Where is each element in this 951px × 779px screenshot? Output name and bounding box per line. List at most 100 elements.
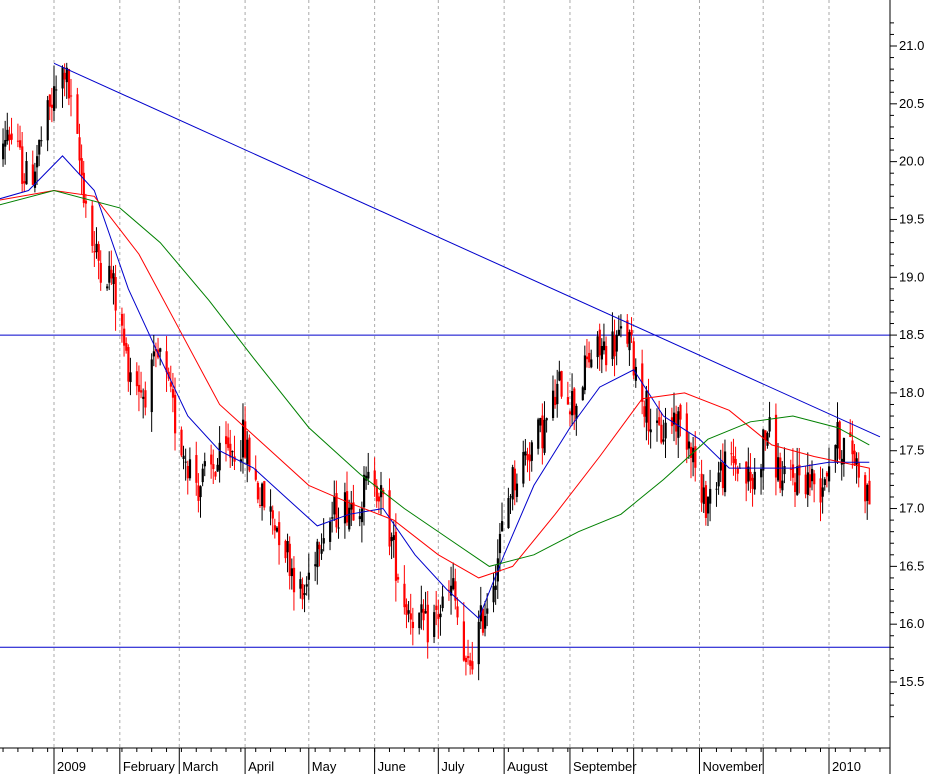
candle-body <box>224 436 228 445</box>
candle-body <box>275 527 279 532</box>
candle-110 <box>314 551 317 582</box>
candle-body <box>61 67 64 89</box>
candle-217 <box>630 317 633 343</box>
candle-body <box>201 468 204 483</box>
candle-body <box>82 172 85 204</box>
candle-body <box>568 411 572 415</box>
candle-body <box>588 352 591 363</box>
candle-body <box>813 473 816 485</box>
candle-154 <box>441 585 444 612</box>
candle-234 <box>679 403 682 437</box>
candle-body <box>556 383 559 405</box>
candle-56 <box>152 335 155 367</box>
candle-41 <box>108 251 111 291</box>
candle-body <box>426 604 429 643</box>
candle-119 <box>337 507 340 539</box>
candle-body <box>358 516 361 520</box>
candle-body <box>789 468 792 470</box>
candle-29 <box>69 78 73 117</box>
candle-body <box>598 329 601 356</box>
candle-294 <box>857 452 860 488</box>
candle-body <box>751 477 754 489</box>
candle-body <box>261 483 264 506</box>
candle-body <box>452 578 455 590</box>
candle-218 <box>632 337 635 380</box>
x-tick-label-july: July <box>441 759 465 774</box>
candle-body <box>40 140 43 142</box>
candle-201 <box>583 345 587 395</box>
y-tick-label: 20.5 <box>899 96 924 111</box>
candle-body <box>80 158 83 176</box>
candle-body <box>811 468 814 482</box>
candle-270 <box>789 459 792 481</box>
candle-178 <box>513 460 516 506</box>
candle-body <box>231 451 234 453</box>
candle-body <box>169 382 172 387</box>
candle-body <box>271 510 274 519</box>
candle-28 <box>67 68 71 106</box>
candle-body <box>127 347 130 382</box>
candle-body <box>377 496 381 502</box>
candle-32 <box>80 144 83 195</box>
candle-211 <box>613 319 616 377</box>
candle-body <box>507 498 510 529</box>
candle-179 <box>515 473 519 503</box>
candle-body <box>662 439 665 442</box>
candle-body <box>203 461 206 467</box>
candle-77 <box>214 471 217 480</box>
candle-198 <box>573 387 576 430</box>
candle-187 <box>541 403 544 465</box>
candle-body <box>33 171 37 188</box>
candle-177 <box>511 464 514 511</box>
candle-body <box>69 95 73 97</box>
candle-275 <box>804 466 807 499</box>
candle-body <box>471 661 474 670</box>
candle-body <box>501 521 504 532</box>
candle-body <box>615 335 618 352</box>
candle-body <box>783 466 786 475</box>
candle-80 <box>224 421 228 462</box>
candle-body <box>855 458 858 465</box>
candle-body <box>46 100 49 141</box>
candle-body <box>307 572 310 580</box>
candle-body <box>263 481 266 508</box>
candle-body <box>760 468 763 478</box>
candle-body <box>375 485 378 502</box>
candle-body <box>21 146 24 184</box>
candle-body <box>84 200 88 204</box>
candle-body <box>596 336 599 358</box>
candle-235 <box>685 402 688 464</box>
candle-257 <box>749 453 752 493</box>
candle-159 <box>456 597 459 625</box>
candle-200 <box>581 385 584 401</box>
candle-body <box>643 406 646 417</box>
candle-265 <box>774 403 778 496</box>
candle-190 <box>551 375 555 421</box>
candle-body <box>692 447 695 463</box>
candle-184 <box>530 440 533 472</box>
candle-108 <box>305 576 308 596</box>
candle-191 <box>554 379 557 409</box>
candle-12 <box>21 131 24 193</box>
candle-body <box>524 451 527 456</box>
candle-body <box>658 417 661 425</box>
candle-140 <box>403 565 406 615</box>
candle-body <box>868 480 871 505</box>
candle-body <box>600 346 604 360</box>
candle-body <box>630 329 633 335</box>
candle-164 <box>471 641 474 675</box>
candle-189 <box>545 417 548 433</box>
candle-171 <box>494 565 497 605</box>
candle-9 <box>10 117 13 145</box>
candle-130 <box>373 457 376 497</box>
candle-242 <box>704 480 708 526</box>
candle-body <box>447 589 451 591</box>
candle-44 <box>114 264 117 331</box>
candle-281 <box>821 468 824 514</box>
candle-245 <box>715 482 718 507</box>
candle-237 <box>689 442 693 479</box>
y-tick-label: 18.5 <box>899 327 924 342</box>
candle-body <box>348 507 351 530</box>
candle-body <box>433 612 436 637</box>
